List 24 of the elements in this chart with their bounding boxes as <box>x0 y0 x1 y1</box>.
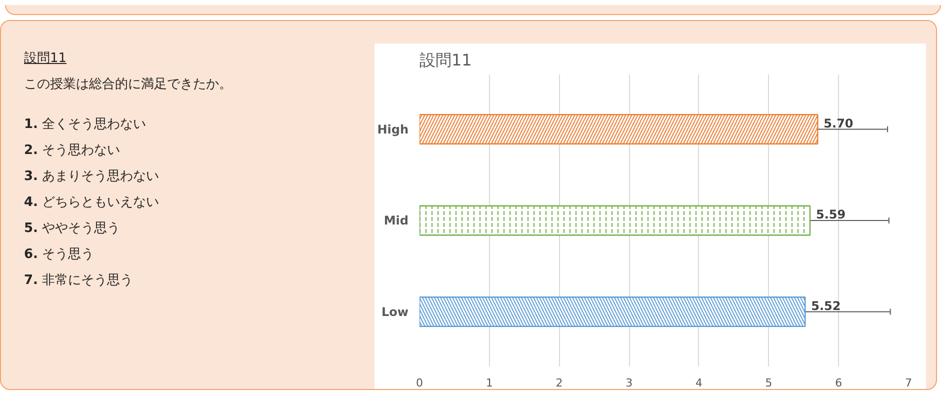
text: 7. 非常にそう思う <box>24 272 134 290</box>
text: 設問11 <box>24 50 68 68</box>
x-tick-label: 7 <box>905 376 912 390</box>
data-label: 5.70 <box>824 116 854 130</box>
x-tick-label: 0 <box>416 376 423 390</box>
text: 3. あまりそう思わない <box>24 168 160 186</box>
x-tick-label: 3 <box>626 376 633 390</box>
text: 6. そう思う <box>24 246 96 264</box>
y-tick-label: Mid <box>384 214 409 228</box>
x-tick-label: 1 <box>486 376 493 390</box>
x-tick-label: 4 <box>695 376 702 390</box>
y-tick-label: Low <box>382 304 409 319</box>
y-tick-label: High <box>377 122 409 136</box>
text: 1. 全くそう思わない <box>24 116 148 134</box>
data-label: 5.52 <box>811 298 841 313</box>
text: 4. どちらともいえない <box>24 194 160 212</box>
x-tick-label: 6 <box>835 376 842 390</box>
x-tick-label: 2 <box>556 376 563 390</box>
x-tick-label: 5 <box>765 376 772 390</box>
chart-title: 設問11 <box>420 50 472 70</box>
text: 5. ややそう思う <box>24 220 122 238</box>
text: この授業は総合的に満足できたか。 <box>24 76 232 94</box>
text: 2. そう思わない <box>24 142 122 160</box>
data-label: 5.59 <box>816 208 846 222</box>
